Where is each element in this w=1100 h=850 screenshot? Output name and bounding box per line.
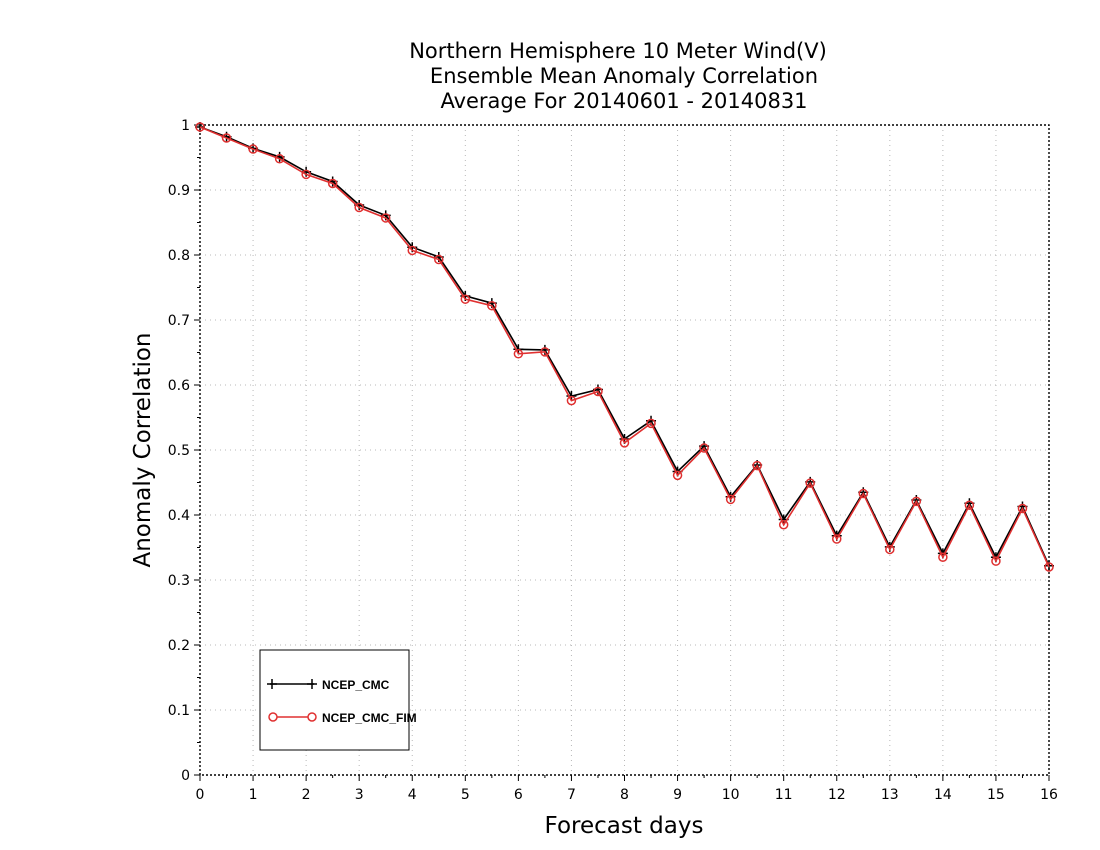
legend-entry-ncep-cmc: NCEP_CMC (267, 678, 390, 692)
data-point (752, 460, 762, 471)
data-series (195, 121, 1054, 572)
x-tick-label: 3 (355, 787, 364, 803)
y-tick-label: 0.9 (168, 183, 190, 199)
x-tick-label: 10 (722, 787, 740, 803)
data-point (566, 395, 577, 406)
chart-title-line-1: Northern Hemisphere 10 Meter Wind(V) (409, 39, 827, 63)
x-tick-label: 13 (881, 787, 899, 803)
legend-marker-ncep-cmc (267, 679, 317, 689)
data-point (487, 300, 497, 311)
y-tick-label: 0.4 (168, 508, 190, 524)
data-point (221, 133, 232, 143)
data-point (1044, 562, 1054, 572)
data-point (858, 488, 869, 499)
series-ncep-cmc (195, 121, 1054, 571)
axis-ticks: 0 1 2 3 4 5 6 7 8 9 10 11 12 13 14 15 1600.10.20.30.40.5… (168, 118, 1058, 803)
series-line (199, 126, 1050, 568)
data-point (513, 349, 524, 359)
grid (200, 125, 1049, 775)
x-tick-label: 7 (567, 787, 576, 803)
data-point (672, 470, 683, 481)
data-point (1017, 503, 1028, 514)
data-point (991, 556, 1001, 566)
data-point (699, 443, 709, 453)
data-point (805, 478, 815, 488)
y-tick-label: 0.1 (168, 703, 190, 719)
data-point (195, 122, 205, 132)
data-point (646, 418, 656, 429)
y-tick-label: 0.2 (168, 638, 190, 654)
series-ncep-cmc-fim (195, 122, 1054, 572)
data-point (407, 245, 417, 256)
chart-title: Northern Hemisphere 10 Meter Wind(V) Ens… (409, 39, 827, 113)
x-tick-label: 16 (1040, 787, 1058, 803)
legend-entry-ncep-cmc-fim: NCEP_CMC_FIM (268, 711, 417, 725)
x-tick-label: 8 (620, 787, 629, 803)
data-point (619, 438, 630, 448)
data-point (540, 347, 550, 357)
y-tick-label: 0.3 (168, 573, 190, 589)
x-tick-label: 12 (828, 787, 846, 803)
y-tick-label: 0.5 (168, 443, 190, 459)
y-axis-label: Anomaly Correlation (130, 332, 156, 567)
x-tick-label: 4 (408, 787, 417, 803)
y-tick-label: 1 (181, 118, 190, 134)
data-point (593, 386, 603, 397)
data-point (938, 552, 948, 562)
y-tick-label: 0.6 (168, 378, 190, 394)
data-point (434, 254, 444, 265)
x-tick-label: 14 (934, 787, 952, 803)
x-tick-label: 15 (987, 787, 1005, 803)
y-tick-label: 0.7 (168, 313, 190, 329)
data-point (964, 500, 975, 510)
y-tick-label: 0.8 (168, 248, 190, 264)
x-tick-label: 0 (196, 787, 205, 803)
legend-marker-ncep-cmc-fim-right (307, 712, 317, 722)
x-tick-label: 9 (673, 787, 682, 803)
x-tick-label: 11 (775, 787, 793, 803)
legend-label-ncep-cmc-fim: NCEP_CMC_FIM (322, 711, 417, 725)
data-point (274, 154, 285, 164)
data-point (832, 534, 842, 544)
data-point (778, 520, 789, 530)
x-axis-label: Forecast days (545, 813, 704, 839)
series-line (199, 126, 1050, 567)
legend-marker-ncep-cmc-fim-left (268, 712, 278, 722)
data-point (327, 178, 338, 189)
x-tick-label: 5 (461, 787, 470, 803)
legend: NCEP_CMC NCEP_CMC_FIM (259, 649, 417, 751)
y-tick-label: 0 (181, 768, 190, 784)
chart-title-line-2: Ensemble Mean Anomaly Correlation (430, 64, 818, 88)
legend-label-ncep-cmc: NCEP_CMC (322, 678, 390, 692)
legend-box (259, 649, 410, 751)
x-tick-label: 1 (249, 787, 258, 803)
data-point (460, 294, 471, 304)
data-point (911, 496, 922, 507)
data-point (380, 213, 391, 223)
x-tick-label: 6 (514, 787, 523, 803)
data-point (248, 144, 258, 154)
data-point (354, 202, 364, 213)
x-tick-label: 2 (302, 787, 311, 803)
data-point (725, 494, 736, 505)
data-point (301, 169, 311, 180)
data-point (885, 544, 895, 555)
chart-title-line-3: Average For 20140601 - 20140831 (440, 89, 807, 113)
